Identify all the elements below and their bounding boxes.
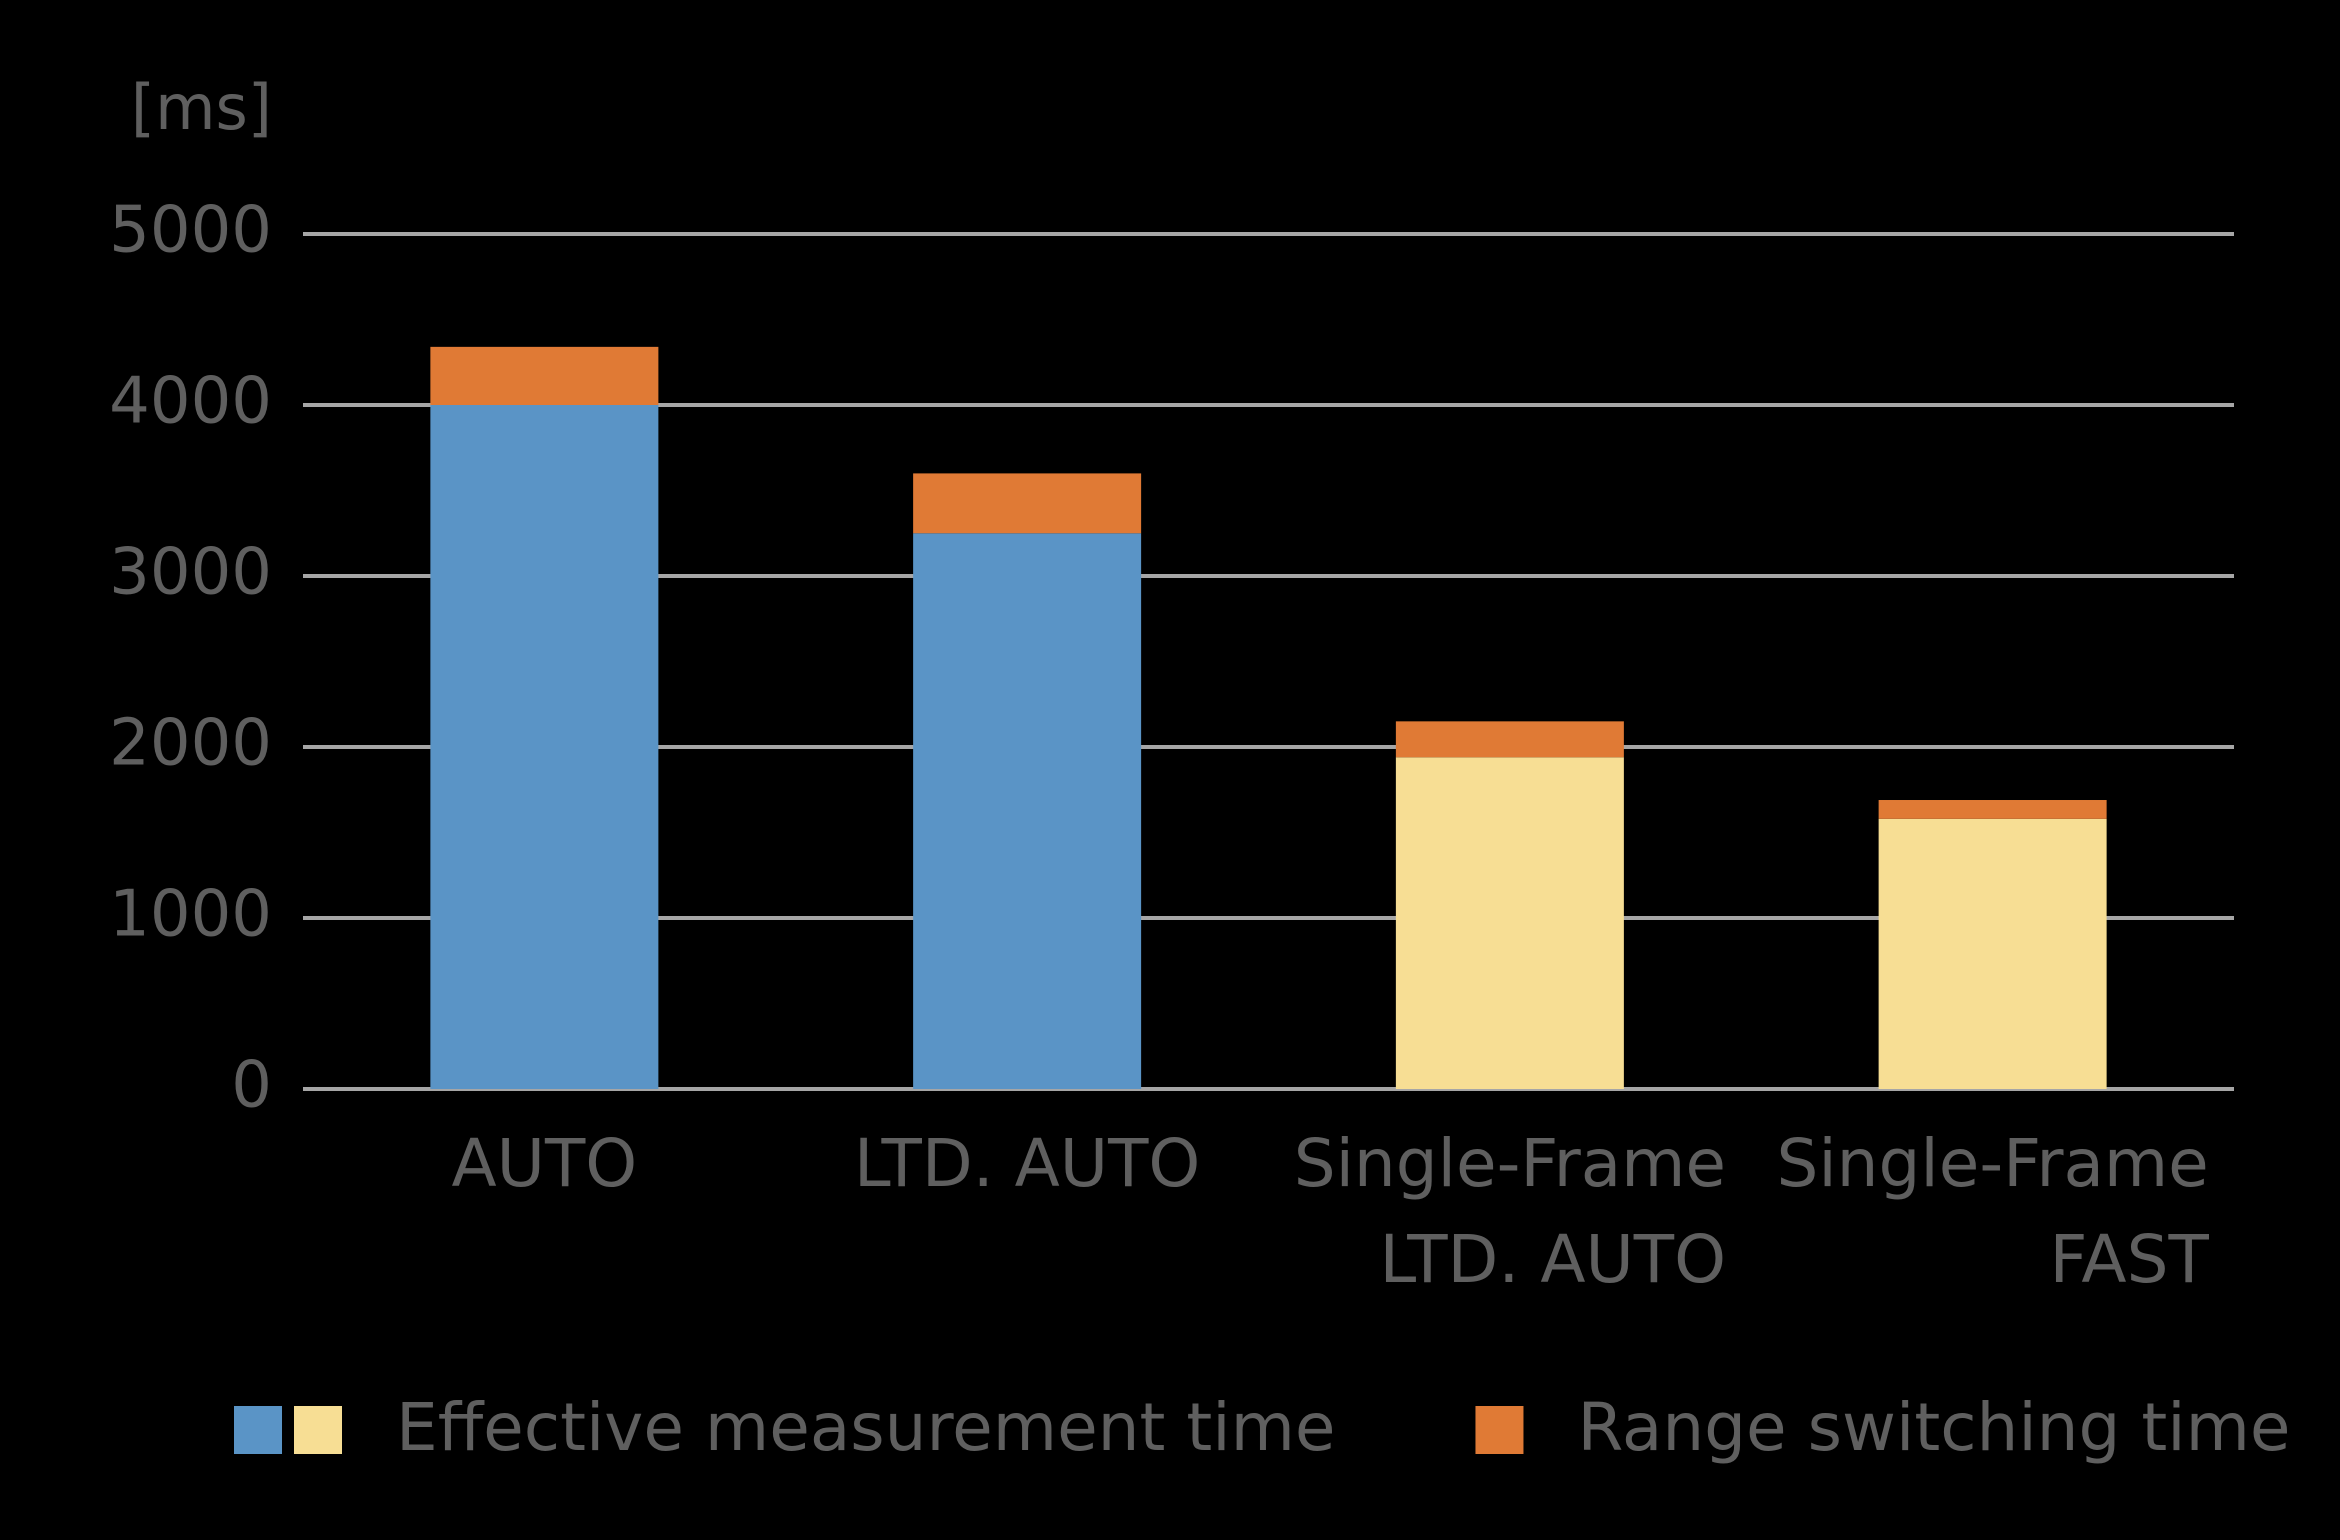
x-tick-label: FAST (2050, 1221, 2210, 1298)
y-tick-label: 3000 (109, 536, 272, 610)
y-tick-label: 2000 (109, 707, 272, 781)
x-tick-label: LTD. AUTO (1380, 1221, 1727, 1298)
legend-swatch (234, 1406, 282, 1454)
legend-label: Effective measurement time (396, 1389, 1335, 1466)
x-tick-label: LTD. AUTO (854, 1125, 1201, 1202)
legend-label: Range switching time (1577, 1389, 2290, 1466)
y-tick-label: 1000 (109, 878, 272, 952)
y-tick-label: 0 (231, 1049, 272, 1123)
bar-segment (1878, 800, 2107, 819)
y-tick-label: 4000 (109, 365, 272, 439)
x-tick-label: AUTO (452, 1125, 638, 1202)
bar-segment (1395, 721, 1624, 758)
y-axis-label: [ms] (131, 71, 272, 144)
y-tick-label: 5000 (109, 194, 272, 268)
x-tick-label: Single-Frame (1294, 1125, 1726, 1202)
bar-segment (1395, 757, 1624, 1089)
bar-segment (913, 533, 1142, 1089)
bar-segment (430, 346, 659, 405)
legend-swatch (1475, 1406, 1524, 1454)
bar-segment (430, 405, 659, 1089)
bar-segment (1878, 818, 2107, 1089)
bar-segment (913, 473, 1142, 534)
x-tick-label: Single-Frame (1776, 1125, 2208, 1202)
legend-swatch (294, 1406, 342, 1454)
